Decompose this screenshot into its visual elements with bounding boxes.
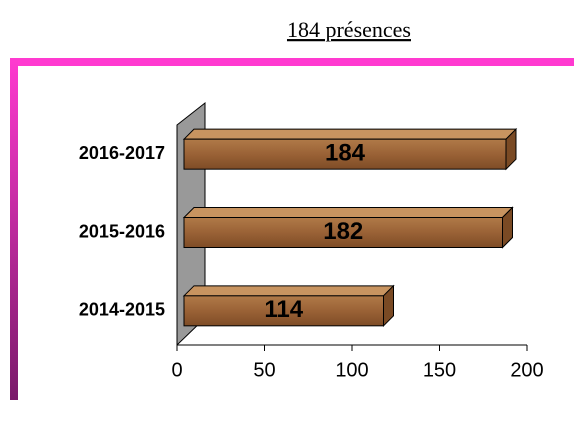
y-tick-label: 2015-2016 (79, 221, 165, 241)
frame-left (10, 58, 18, 400)
bar-top (182, 285, 395, 297)
y-tick-label: 2016-2017 (79, 143, 165, 163)
x-tick-label: 150 (423, 359, 456, 381)
bar (183, 217, 503, 248)
bar-top (182, 128, 518, 140)
x-tick-label: 100 (335, 359, 368, 381)
value-label: 114 (264, 296, 303, 323)
bar (183, 138, 507, 170)
chart-title: 184 présences (287, 17, 411, 42)
value-label: 184 (325, 140, 366, 167)
x-tick-label: 200 (510, 359, 543, 381)
value-label: 182 (323, 218, 363, 245)
y-tick-label: 2014-2015 (79, 300, 165, 320)
bar (183, 295, 384, 327)
x-tick-label: 50 (253, 359, 275, 381)
frame-top (10, 58, 574, 66)
bar-top (182, 207, 514, 218)
x-tick-label: 0 (171, 359, 182, 381)
